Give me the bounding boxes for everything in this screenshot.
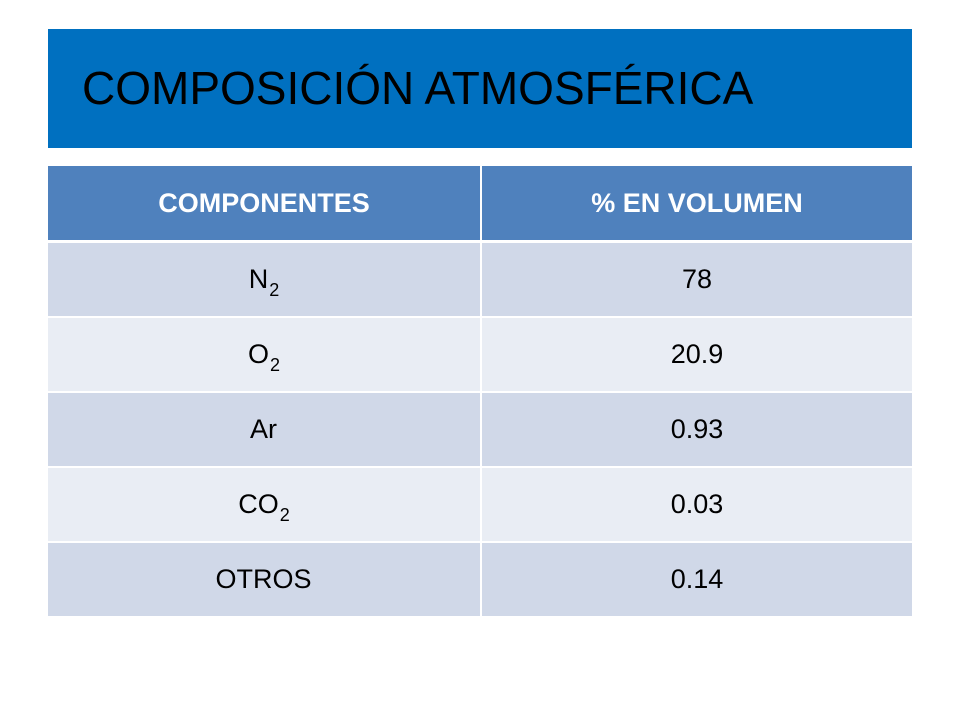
volume-cell: 0.03 [481,467,912,543]
component-cell: CO2 [48,467,482,543]
composition-table-container: COMPONENTES % EN VOLUMEN N2 78 O2 20.9 A… [48,166,912,618]
header-components: COMPONENTES [48,166,482,243]
volume-cell: 78 [481,241,912,318]
component-symbol: CO [238,489,279,519]
volume-cell: 20.9 [481,317,912,393]
component-subscript: 2 [269,280,280,300]
component-cell: O2 [48,317,482,393]
component-subscript: 2 [270,355,281,375]
component-cell: N2 [48,241,482,318]
component-symbol: O [247,339,269,369]
component-cell: OTROS [48,542,482,618]
component-cell: Ar [48,392,482,468]
table-header-row: COMPONENTES % EN VOLUMEN [48,166,912,243]
table-row: N2 78 [48,241,912,318]
volume-cell: 0.93 [481,392,912,468]
composition-table: COMPONENTES % EN VOLUMEN N2 78 O2 20.9 A… [48,166,912,618]
component-symbol: N [248,264,269,294]
title-bar [48,29,912,148]
table-row: Ar 0.93 [48,392,912,468]
component-subscript: 2 [279,505,290,525]
component-symbol: OTROS [215,564,312,594]
component-symbol: Ar [250,414,277,444]
table-row: CO2 0.03 [48,467,912,543]
header-volume-percent: % EN VOLUMEN [481,166,912,243]
slide-title: COMPOSICIÓN ATMOSFÉRICA [82,62,754,114]
table-row: O2 20.9 [48,317,912,393]
volume-cell: 0.14 [481,542,912,618]
table-row: OTROS 0.14 [48,542,912,618]
